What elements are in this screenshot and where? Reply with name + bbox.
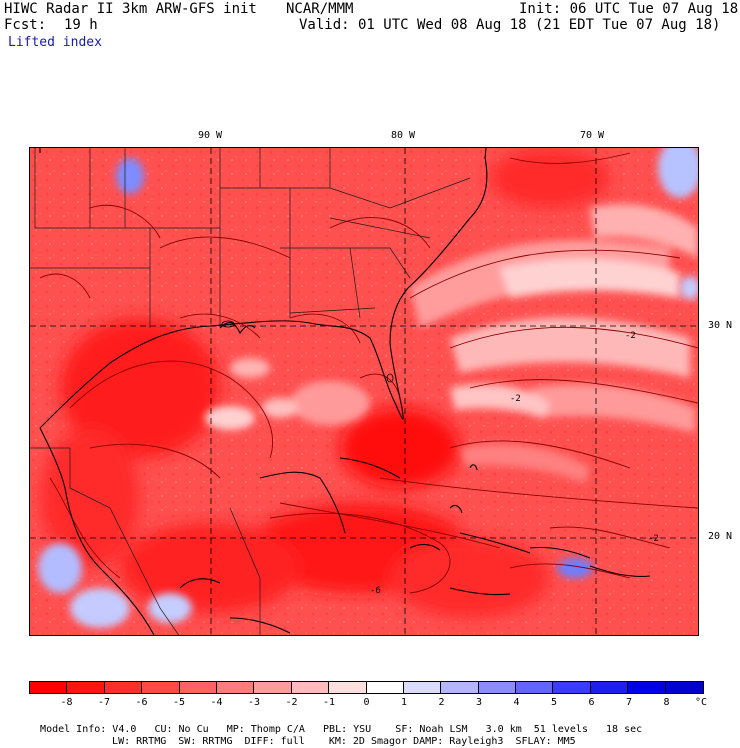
colorbar-cell bbox=[179, 682, 217, 693]
colorbar-unit: °C bbox=[695, 697, 708, 708]
surface-scheme: SF: Noah LSM bbox=[395, 724, 468, 735]
contour-label: -2 bbox=[625, 331, 636, 341]
colorbar-tick-label: 1 bbox=[400, 697, 408, 708]
colorbar-tick-label: 3 bbox=[475, 697, 483, 708]
lat-label-20n: 20 N bbox=[708, 531, 733, 542]
lon-label-90w: 90 W bbox=[198, 130, 223, 141]
contour-label: -2 bbox=[510, 394, 521, 404]
time-step: 18 sec bbox=[606, 724, 643, 735]
colorbar-cell bbox=[516, 682, 554, 693]
colorbar-tick-label: -3 bbox=[247, 697, 261, 708]
coastlines bbox=[39, 148, 651, 635]
colorbar-tick-label: -7 bbox=[97, 697, 111, 708]
colorbar-cell bbox=[67, 682, 105, 693]
colorbar-tick-label: 7 bbox=[625, 697, 633, 708]
colorbar-cell bbox=[665, 682, 704, 693]
diffusion-option: DIFF: full bbox=[244, 736, 305, 747]
colorbar-cell bbox=[142, 682, 180, 693]
colorbar-cell bbox=[478, 682, 517, 693]
colorbar-tick-label: -2 bbox=[285, 697, 298, 708]
chart-title: HIWC Radar II 3km ARW-GFS init bbox=[4, 1, 257, 17]
state-boundaries bbox=[30, 148, 471, 635]
longwave-scheme: LW: RRTMG bbox=[112, 736, 167, 747]
map-canvas: -2 -2 -2 -6 bbox=[30, 148, 698, 635]
colorbar bbox=[29, 681, 704, 694]
colorbar-cell bbox=[403, 682, 442, 693]
pale-swaths bbox=[205, 204, 698, 483]
colorbar-tick-label: -4 bbox=[210, 697, 223, 708]
forecast-hour: 19 h bbox=[64, 17, 98, 33]
colorbar-cell bbox=[254, 682, 292, 693]
colorbar-tick-label: 8 bbox=[663, 697, 670, 708]
forecast-label: Fcst: bbox=[4, 17, 47, 33]
lat-label-30n: 30 N bbox=[708, 320, 733, 331]
lon-label-70w: 70 W bbox=[580, 130, 605, 141]
contour-label: -2 bbox=[648, 534, 659, 544]
colorbar-tick-label: 4 bbox=[513, 697, 520, 708]
colorbar-tick-label: 2 bbox=[438, 697, 445, 708]
surface-layer-scheme: SFLAY: MM5 bbox=[515, 736, 576, 747]
colorbar-tick-label: 6 bbox=[588, 697, 595, 708]
colorbar-tick-label: -6 bbox=[135, 697, 148, 708]
model-info-row-2: LW: RRTMG SW: RRTMG DIFF: full KM: 2D Sm… bbox=[100, 724, 576, 748]
grid-spacing: 3.0 km bbox=[485, 724, 522, 735]
colorbar-cell bbox=[291, 682, 330, 693]
colorbar-tick-label: -1 bbox=[322, 697, 336, 708]
colorbar-tick-label: 0 bbox=[363, 697, 370, 708]
colorbar-tick-label: 5 bbox=[550, 697, 558, 708]
colorbar-cell bbox=[216, 682, 255, 693]
lon-label-80w: 80 W bbox=[391, 130, 416, 141]
damping-option: DAMP: Rayleigh3 bbox=[413, 736, 504, 747]
lakes bbox=[221, 320, 394, 383]
field-name: Lifted index bbox=[8, 35, 102, 50]
km-option: KM: 2D Smagor bbox=[328, 736, 408, 747]
valid-time: Valid: 01 UTC Wed 08 Aug 18 (21 EDT Tue … bbox=[299, 17, 721, 33]
contour-label: -6 bbox=[370, 586, 381, 596]
deep-red-zones bbox=[40, 148, 610, 618]
lifted-index-map: -2 -2 -2 -6 bbox=[29, 147, 699, 636]
colorbar-cell bbox=[553, 682, 591, 693]
colorbar-cell bbox=[329, 682, 367, 693]
li-contours bbox=[39, 152, 698, 594]
colorbar-cell bbox=[366, 682, 404, 693]
cumulus-scheme: CU: No Cu bbox=[154, 724, 209, 735]
colorbar-tick-label: -8 bbox=[60, 697, 73, 708]
init-time: Init: 06 UTC Tue 07 Aug 18 bbox=[519, 1, 739, 17]
colorbar-tick-label: -5 bbox=[172, 697, 186, 708]
latlon-grid bbox=[30, 148, 698, 635]
colorbar-cell bbox=[628, 682, 666, 693]
positive-li-patches bbox=[38, 148, 698, 628]
microphysics-scheme: MP: Thomp C/A bbox=[226, 724, 305, 735]
colorbar-cell bbox=[30, 682, 68, 693]
colorbar-cell bbox=[104, 682, 143, 693]
organization-label: NCAR/MMM bbox=[286, 1, 354, 17]
pbl-scheme: PBL: YSU bbox=[323, 724, 372, 735]
colorbar-cell bbox=[441, 682, 479, 693]
colorbar-cell bbox=[590, 682, 629, 693]
model-version: Model Info: V4.0 bbox=[40, 724, 137, 735]
shortwave-scheme: SW: RRTMG bbox=[178, 736, 233, 747]
vertical-levels: 51 levels bbox=[533, 724, 588, 735]
contour-labels: -2 -2 -2 -6 bbox=[370, 331, 659, 596]
model-info-row-1: Model Info: V4.0 CU: No Cu MP: Thomp C/A… bbox=[28, 712, 642, 736]
